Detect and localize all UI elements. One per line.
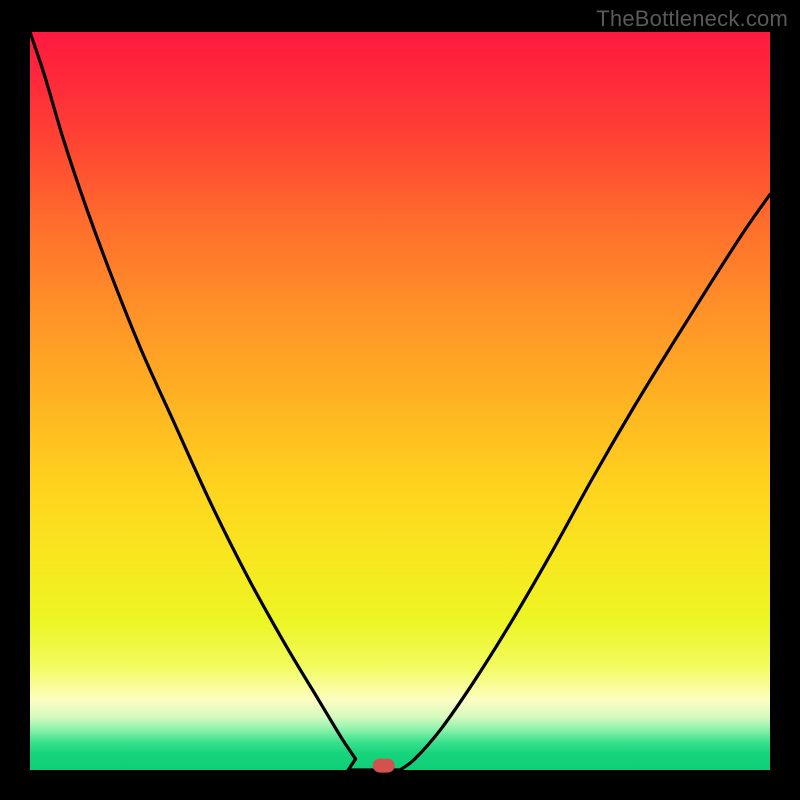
watermark-label: TheBottleneck.com: [596, 6, 788, 32]
bottleneck-chart: [0, 0, 800, 800]
chart-container: TheBottleneck.com: [0, 0, 800, 800]
plot-area: [30, 32, 770, 770]
min-marker: [373, 759, 395, 773]
